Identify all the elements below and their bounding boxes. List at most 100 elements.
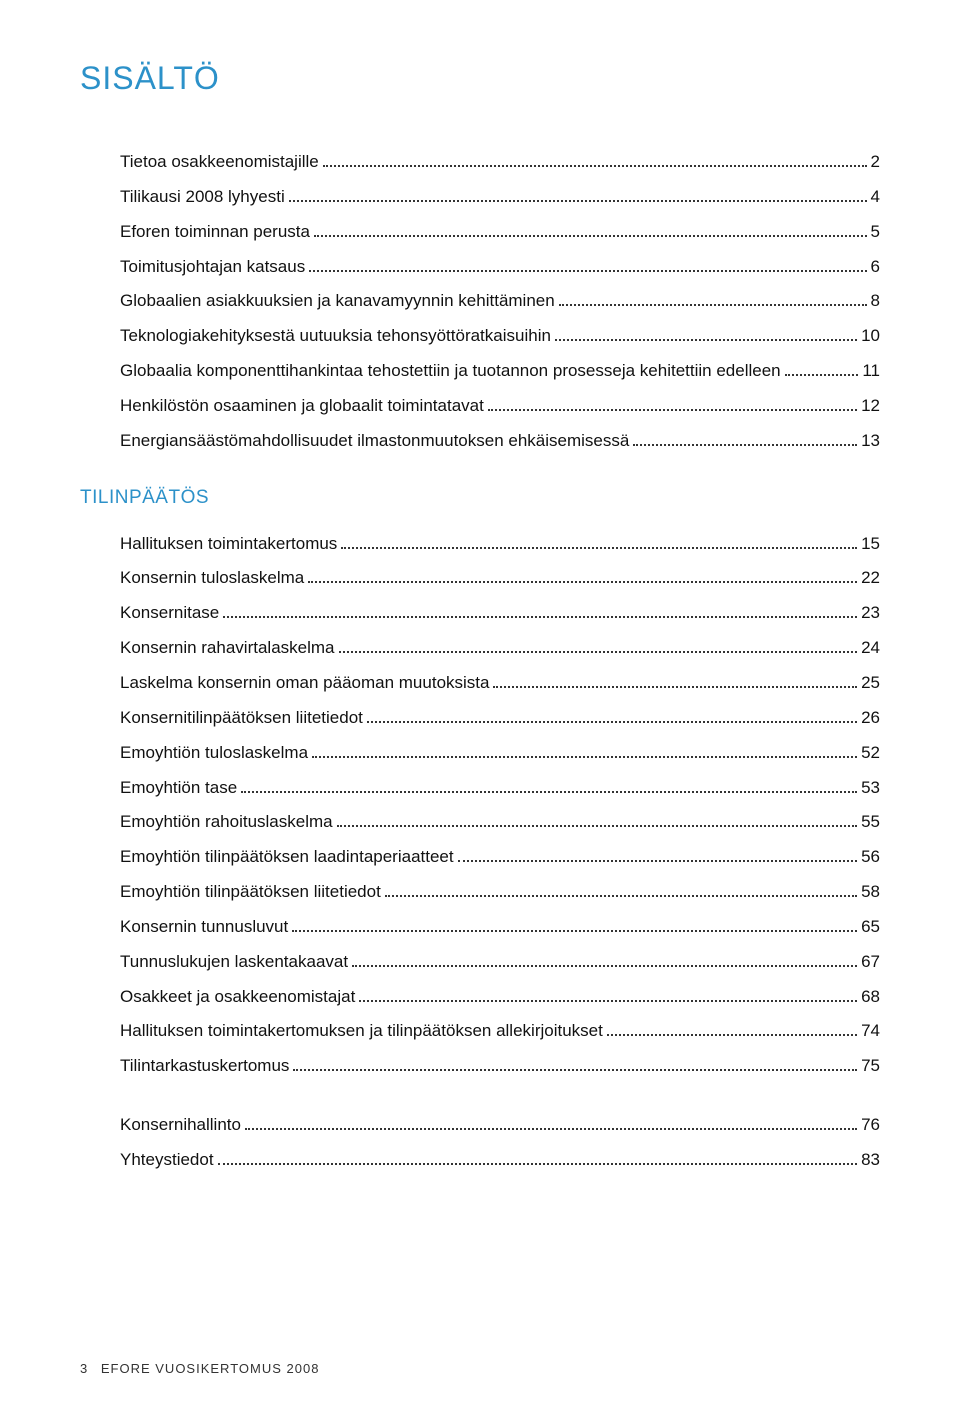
- toc-page-number: 58: [861, 875, 880, 910]
- toc-leader-dots: [559, 304, 867, 306]
- toc-leader-dots: [289, 200, 867, 202]
- toc-leader-dots: [385, 895, 857, 897]
- toc-label: Globaalia komponenttihankintaa tehostett…: [120, 354, 781, 389]
- toc-label: Konsernitase: [120, 596, 219, 631]
- toc-leader-dots: [323, 165, 867, 167]
- toc-row[interactable]: Globaalia komponenttihankintaa tehostett…: [120, 354, 880, 389]
- toc-page-number: 56: [861, 840, 880, 875]
- toc-row[interactable]: Emoyhtiön tilinpäätöksen liitetiedot 58: [120, 875, 880, 910]
- toc-row[interactable]: Konsernihallinto 76: [120, 1108, 880, 1143]
- toc-page-number: 6: [871, 250, 880, 285]
- toc-row[interactable]: Energiansäästömahdollisuudet ilmastonmuu…: [120, 424, 880, 459]
- toc-leader-dots: [218, 1163, 858, 1165]
- toc-row[interactable]: Konsernitase 23: [120, 596, 880, 631]
- toc-leader-dots: [292, 930, 857, 932]
- toc-label: Globaalien asiakkuuksien ja kanavamyynni…: [120, 284, 555, 319]
- toc-row[interactable]: Tilintarkastuskertomus 75: [120, 1049, 880, 1084]
- toc-leader-dots: [223, 616, 857, 618]
- toc-label: Tietoa osakkeenomistajille: [120, 145, 319, 180]
- toc-page-number: 75: [861, 1049, 880, 1084]
- toc-leader-dots: [359, 1000, 857, 1002]
- toc-label: Konsernihallinto: [120, 1108, 241, 1143]
- toc-leader-dots: [785, 374, 859, 376]
- toc-page-number: 10: [861, 319, 880, 354]
- toc-leader-dots: [367, 721, 857, 723]
- toc-page-number: 13: [861, 424, 880, 459]
- toc-group-1: Tietoa osakkeenomistajille2Tilikausi 200…: [120, 145, 880, 459]
- toc-leader-dots: [312, 756, 857, 758]
- toc-leader-dots: [458, 860, 857, 862]
- toc-label: Hallituksen toimintakertomus: [120, 527, 337, 562]
- toc-label: Tilintarkastuskertomus: [120, 1049, 289, 1084]
- toc-row[interactable]: Hallituksen toimintakertomus15: [120, 527, 880, 562]
- toc-label: Emoyhtiön tilinpäätöksen liitetiedot: [120, 875, 381, 910]
- toc-leader-dots: [488, 409, 857, 411]
- toc-leader-dots: [493, 686, 857, 688]
- toc-label: Emoyhtiön tuloslaskelma: [120, 736, 308, 771]
- toc-page-number: 67: [861, 945, 880, 980]
- toc-page-number: 2: [871, 145, 880, 180]
- toc-row[interactable]: Hallituksen toimintakertomuksen ja tilin…: [120, 1014, 880, 1049]
- toc-row[interactable]: Yhteystiedot83: [120, 1143, 880, 1178]
- toc-page-number: 22: [861, 561, 880, 596]
- toc-row[interactable]: Emoyhtiön tilinpäätöksen laadintaperiaat…: [120, 840, 880, 875]
- toc-leader-dots: [241, 791, 857, 793]
- toc-row[interactable]: Konsernin tunnusluvut 65: [120, 910, 880, 945]
- toc-page-number: 12: [861, 389, 880, 424]
- toc-row[interactable]: Laskelma konsernin oman pääoman muutoksi…: [120, 666, 880, 701]
- toc-page-number: 23: [861, 596, 880, 631]
- toc-leader-dots: [352, 965, 857, 967]
- toc-page-number: 11: [862, 354, 880, 389]
- toc-leader-dots: [293, 1069, 857, 1071]
- toc-row[interactable]: Toimitusjohtajan katsaus6: [120, 250, 880, 285]
- footer-page-number: 3: [80, 1361, 88, 1376]
- toc-leader-dots: [245, 1128, 857, 1130]
- toc-page-number: 24: [861, 631, 880, 666]
- toc-label: Tilikausi 2008 lyhyesti: [120, 180, 285, 215]
- toc-row[interactable]: Teknologiakehityksestä uutuuksia tehonsy…: [120, 319, 880, 354]
- toc-label: Energiansäästömahdollisuudet ilmastonmuu…: [120, 424, 629, 459]
- toc-row[interactable]: Globaalien asiakkuuksien ja kanavamyynni…: [120, 284, 880, 319]
- toc-row[interactable]: Tilikausi 2008 lyhyesti 4: [120, 180, 880, 215]
- toc-label: Emoyhtiön rahoituslaskelma: [120, 805, 333, 840]
- toc-page-number: 26: [861, 701, 880, 736]
- toc-row[interactable]: Eforen toiminnan perusta5: [120, 215, 880, 250]
- toc-leader-dots: [341, 547, 857, 549]
- toc-leader-dots: [308, 581, 857, 583]
- toc-page-number: 4: [871, 180, 880, 215]
- section-title-tilinpaatos: TILINPÄÄTÖS: [80, 487, 880, 509]
- toc-label: Tunnuslukujen laskentakaavat: [120, 945, 348, 980]
- toc-row[interactable]: Tietoa osakkeenomistajille 2: [120, 145, 880, 180]
- toc-row[interactable]: Emoyhtiön tase53: [120, 771, 880, 806]
- toc-page-number: 8: [871, 284, 880, 319]
- toc-row[interactable]: Konsernin rahavirtalaskelma24: [120, 631, 880, 666]
- toc-leader-dots: [309, 270, 866, 272]
- toc-row[interactable]: Osakkeet ja osakkeenomistajat 68: [120, 980, 880, 1015]
- toc-row[interactable]: Henkilöstön osaaminen ja globaalit toimi…: [120, 389, 880, 424]
- toc-label: Konsernin tunnusluvut: [120, 910, 288, 945]
- toc-row[interactable]: Tunnuslukujen laskentakaavat 67: [120, 945, 880, 980]
- toc-leader-dots: [339, 651, 858, 653]
- toc-page-number: 65: [861, 910, 880, 945]
- toc-leader-dots: [314, 235, 867, 237]
- toc-label: Eforen toiminnan perusta: [120, 215, 310, 250]
- toc-group-3: Konsernihallinto 76Yhteystiedot83: [120, 1108, 880, 1178]
- toc-group-2: Hallituksen toimintakertomus15Konsernin …: [120, 527, 880, 1085]
- toc-row[interactable]: Konsernitilinpäätöksen liitetiedot 26: [120, 701, 880, 736]
- toc-row[interactable]: Konsernin tuloslaskelma22: [120, 561, 880, 596]
- toc-label: Yhteystiedot: [120, 1143, 214, 1178]
- toc-page-number: 55: [861, 805, 880, 840]
- toc-label: Emoyhtiön tilinpäätöksen laadintaperiaat…: [120, 840, 454, 875]
- toc-row[interactable]: Emoyhtiön rahoituslaskelma 55: [120, 805, 880, 840]
- toc-label: Teknologiakehityksestä uutuuksia tehonsy…: [120, 319, 551, 354]
- toc-label: Osakkeet ja osakkeenomistajat: [120, 980, 355, 1015]
- toc-page-number: 76: [861, 1108, 880, 1143]
- toc-leader-dots: [633, 444, 857, 446]
- toc-row[interactable]: Emoyhtiön tuloslaskelma52: [120, 736, 880, 771]
- toc-label: Hallituksen toimintakertomuksen ja tilin…: [120, 1014, 603, 1049]
- toc-label: Henkilöstön osaaminen ja globaalit toimi…: [120, 389, 484, 424]
- toc-page-number: 68: [861, 980, 880, 1015]
- toc-leader-dots: [555, 339, 857, 341]
- toc-label: Konsernitilinpäätöksen liitetiedot: [120, 701, 363, 736]
- page-title: SISÄLTÖ: [80, 60, 880, 97]
